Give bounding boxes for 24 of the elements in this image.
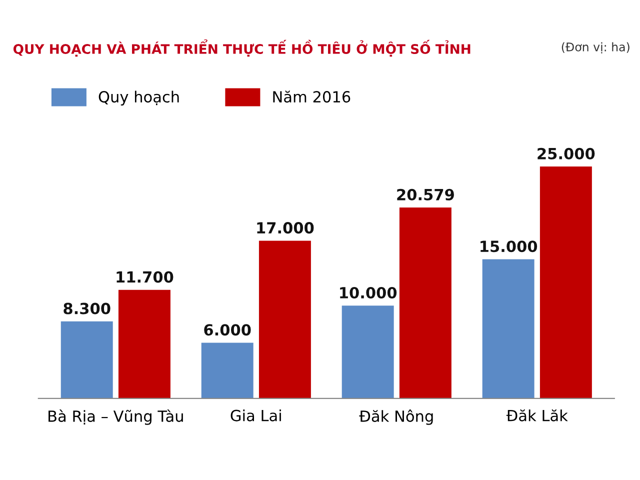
bar [60, 321, 113, 398]
data-label: 15.000 [480, 240, 538, 252]
bar [482, 259, 534, 398]
legend-label: Quy hoạch [98, 90, 179, 106]
data-label: 10.000 [340, 286, 397, 299]
bar [258, 240, 311, 398]
x-tick-label: Đăk Nông [359, 410, 433, 425]
bar [540, 166, 592, 398]
bar [201, 342, 254, 398]
bar [399, 208, 452, 398]
x-tick-label: Gia Lai [230, 410, 281, 422]
x-tick-label: Đăk Lăk [506, 409, 568, 422]
data-label: 25.000 [538, 148, 595, 160]
chart-title: QUY HOẠCH VÀ PHÁT TRIỂN THỰC TẾ HỒ TIÊU Ở MỘT SỐ TỈNH [13, 39, 470, 57]
chart-subtitle: (Đơn vị: ha) [562, 42, 630, 54]
data-label: 6.000 [204, 324, 251, 336]
data-label: 8.300 [64, 302, 110, 314]
x-tick-label: Bà Rịa – Vũng Tàu [48, 410, 183, 425]
bar [342, 306, 394, 398]
data-label: 17.000 [257, 222, 314, 234]
bar [118, 290, 170, 398]
data-label: 20.579 [397, 188, 454, 200]
legend-label: Năm 2016 [273, 90, 350, 103]
data-label: 11.700 [116, 271, 174, 283]
